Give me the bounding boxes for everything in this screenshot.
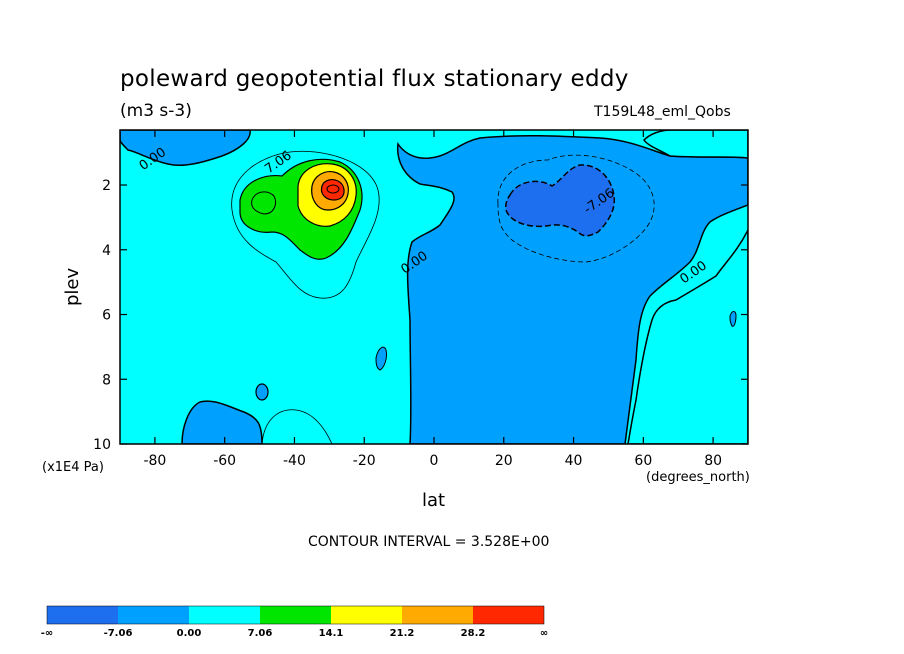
colorbar: -∞ -7.06 0.00 7.06 14.1 21.2 28.2 ∞ [41, 605, 548, 639]
x-tick-label: 0 [430, 453, 439, 469]
x-tick-label: 80 [704, 453, 722, 469]
colorbar-swatch [331, 606, 402, 624]
small-feature-2 [729, 311, 737, 327]
x-axis-ticks: -80 -60 -40 -20 0 20 40 60 80 [143, 130, 722, 469]
x-axis-label: lat [422, 490, 446, 511]
colorbar-label: 0.00 [177, 628, 202, 639]
x-tick-label: -80 [143, 453, 166, 469]
colorbar-label: ∞ [540, 628, 548, 639]
plot-area [120, 130, 748, 444]
positive-region-northeast [643, 130, 748, 159]
contour-3-5 [231, 150, 380, 299]
x-tick-label: 60 [634, 453, 652, 469]
x-axis-unit: (degrees_north) [646, 470, 750, 485]
y-tick-label: 8 [102, 372, 111, 388]
chart-title: poleward geopotential flux stationary ed… [120, 66, 629, 92]
negative-region-bottom [181, 400, 263, 444]
core-contour [326, 184, 340, 194]
colorbar-label: -7.06 [104, 628, 133, 639]
y-tick-label: 10 [93, 437, 111, 453]
x-tick-label: 20 [495, 453, 513, 469]
negative-region-north [396, 134, 748, 444]
contour-bottom [261, 409, 333, 444]
colorbar-frame [46, 605, 545, 625]
negative-core [505, 164, 616, 237]
colorbar-swatch [118, 606, 189, 624]
positive-region-east [627, 229, 748, 444]
x-tick-label: -40 [283, 453, 306, 469]
colorbar-swatch [47, 606, 118, 624]
negative-region-southwest [120, 130, 251, 167]
colorbar-swatch [189, 606, 260, 624]
chart-units: (m3 s-3) [120, 101, 192, 121]
colorbar-swatch [260, 606, 331, 624]
y-tick-label: 6 [102, 308, 111, 324]
x-tick-label: -20 [353, 453, 376, 469]
colorbar-label: 28.2 [461, 628, 486, 639]
colorbar-swatch [402, 606, 473, 624]
y-tick-label: 4 [102, 243, 111, 259]
colorbar-label: -∞ [41, 628, 53, 639]
y-axis-ticks: 2 4 6 8 10 [93, 178, 748, 453]
colorbar-label: 21.2 [390, 628, 415, 639]
run-label: T159L48_eml_Qobs [594, 104, 731, 120]
small-feature-1 [375, 346, 387, 371]
positive-region-28 [320, 179, 345, 201]
contour-interval-note: CONTOUR INTERVAL = 3.528E+00 [308, 534, 550, 550]
colorbar-label: 7.06 [248, 628, 273, 639]
colorbar-label: 14.1 [319, 628, 344, 639]
x-tick-label: -60 [213, 453, 236, 469]
negative-spot [255, 383, 269, 401]
inner-pocket [251, 191, 277, 215]
x-tick-label: 40 [565, 453, 583, 469]
contour-neg-3-5 [497, 154, 655, 263]
y-axis-unit: (x1E4 Pa) [42, 460, 104, 475]
y-tick-label: 2 [102, 178, 111, 194]
colorbar-swatch [473, 606, 544, 624]
